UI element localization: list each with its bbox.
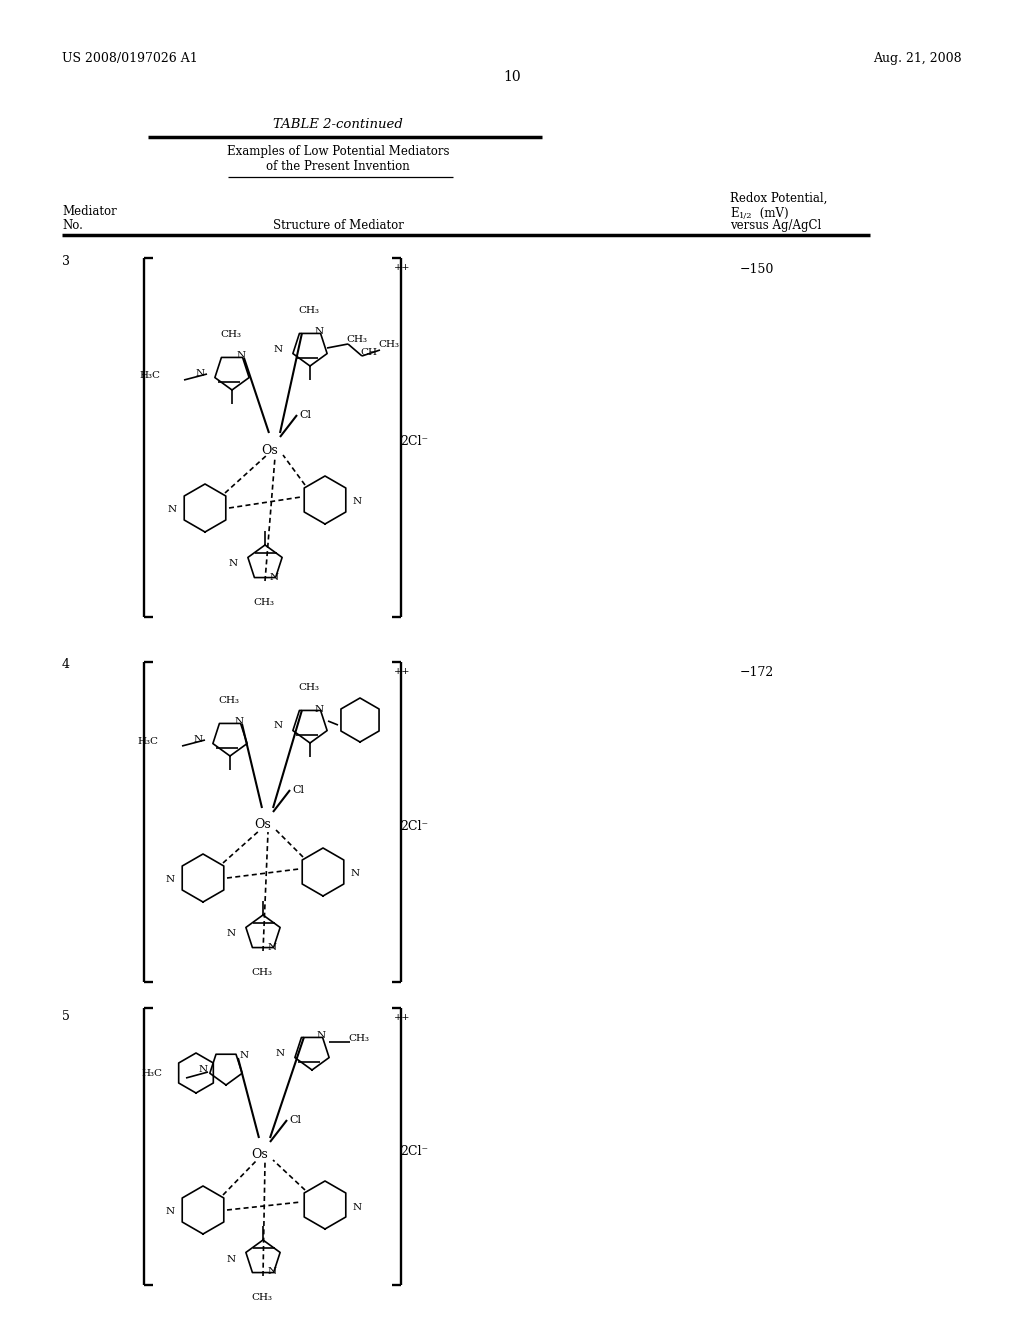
- Text: ++: ++: [394, 263, 411, 272]
- Text: CH₃: CH₃: [220, 330, 241, 339]
- Text: ++: ++: [394, 1012, 411, 1022]
- Text: CH₃: CH₃: [253, 598, 274, 607]
- Text: N: N: [194, 734, 203, 743]
- Text: 2Cl⁻: 2Cl⁻: [400, 436, 428, 447]
- Text: N: N: [351, 870, 360, 879]
- Text: of the Present Invention: of the Present Invention: [266, 160, 410, 173]
- Text: CH₃: CH₃: [251, 968, 272, 977]
- Text: CH₃: CH₃: [298, 682, 319, 692]
- Text: 4: 4: [62, 657, 70, 671]
- Text: Cl: Cl: [289, 1115, 301, 1125]
- Text: CH₃: CH₃: [378, 341, 399, 348]
- Text: N: N: [315, 705, 325, 714]
- Text: Mediator: Mediator: [62, 205, 117, 218]
- Text: 10: 10: [503, 70, 521, 84]
- Text: Examples of Low Potential Mediators: Examples of Low Potential Mediators: [226, 145, 450, 158]
- Text: N: N: [227, 1254, 236, 1263]
- Text: N: N: [353, 1203, 362, 1212]
- Text: No.: No.: [62, 219, 83, 232]
- Text: Structure of Mediator: Structure of Mediator: [272, 219, 403, 232]
- Text: N: N: [270, 573, 280, 582]
- Text: versus Ag/AgCl: versus Ag/AgCl: [730, 219, 821, 232]
- Text: N: N: [237, 351, 246, 360]
- Text: N: N: [275, 1048, 285, 1057]
- Text: N: N: [166, 875, 175, 884]
- Text: N: N: [196, 368, 205, 378]
- Text: 2Cl⁻: 2Cl⁻: [400, 820, 428, 833]
- Text: N: N: [168, 506, 177, 515]
- Text: N: N: [166, 1208, 175, 1217]
- Text: E: E: [730, 207, 738, 220]
- Text: Redox Potential,: Redox Potential,: [730, 191, 827, 205]
- Text: ++: ++: [394, 667, 411, 676]
- Text: (mV): (mV): [756, 207, 788, 220]
- Text: 2Cl⁻: 2Cl⁻: [400, 1144, 428, 1158]
- Text: N: N: [268, 1267, 278, 1276]
- Text: CH₃: CH₃: [218, 696, 239, 705]
- Text: H₃C: H₃C: [139, 371, 160, 380]
- Text: N: N: [199, 1065, 208, 1074]
- Text: H₃C: H₃C: [141, 1069, 162, 1078]
- Text: US 2008/0197026 A1: US 2008/0197026 A1: [62, 51, 198, 65]
- Text: −150: −150: [740, 263, 774, 276]
- Text: H₃C: H₃C: [137, 738, 158, 747]
- Text: 5: 5: [62, 1010, 70, 1023]
- Text: N: N: [315, 327, 325, 337]
- Text: CH₃: CH₃: [346, 335, 367, 345]
- Text: N: N: [234, 718, 244, 726]
- Text: CH₃: CH₃: [251, 1294, 272, 1302]
- Text: CH₃: CH₃: [298, 306, 319, 315]
- Text: N: N: [229, 560, 238, 569]
- Text: N: N: [353, 498, 362, 507]
- Text: N: N: [273, 345, 283, 354]
- Text: N: N: [227, 929, 236, 939]
- Text: Os: Os: [252, 1148, 268, 1162]
- Text: TABLE 2-continued: TABLE 2-continued: [273, 117, 402, 131]
- Text: Cl: Cl: [299, 411, 311, 420]
- Text: N: N: [268, 942, 278, 952]
- Text: Os: Os: [261, 444, 279, 457]
- Text: Os: Os: [255, 818, 271, 832]
- Text: CH₃: CH₃: [348, 1034, 369, 1043]
- Text: N: N: [240, 1052, 249, 1060]
- Text: Aug. 21, 2008: Aug. 21, 2008: [873, 51, 962, 65]
- Text: −172: −172: [740, 667, 774, 678]
- Text: CH: CH: [360, 348, 377, 356]
- Text: N: N: [317, 1031, 326, 1040]
- Text: 3: 3: [62, 255, 70, 268]
- Text: N: N: [273, 722, 283, 730]
- Text: Cl: Cl: [292, 785, 304, 795]
- Text: 1/2: 1/2: [739, 213, 753, 220]
